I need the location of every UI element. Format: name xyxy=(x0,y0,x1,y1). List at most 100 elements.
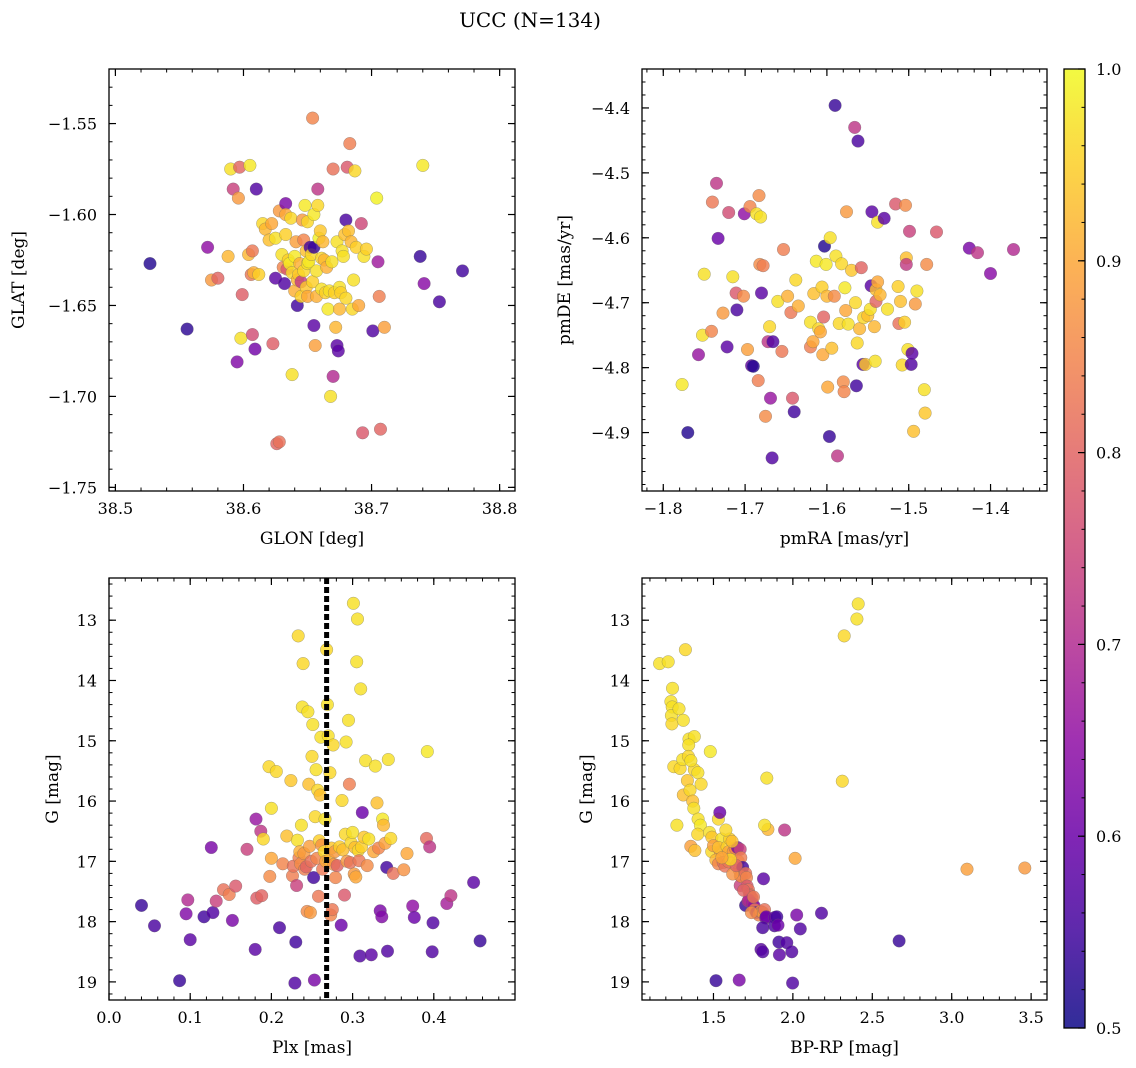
scatter-point xyxy=(326,369,340,383)
scatter-point xyxy=(756,945,770,959)
scatter-point xyxy=(835,774,849,788)
scatter-point xyxy=(752,189,766,203)
scatter-point xyxy=(865,205,879,219)
scatter-point xyxy=(311,182,325,196)
scatter-point xyxy=(854,261,868,275)
scatter-point xyxy=(245,328,259,342)
scatter-point xyxy=(813,325,827,339)
scatter-point xyxy=(277,277,292,291)
scatter-point xyxy=(329,320,343,334)
scatter-point xyxy=(898,198,913,212)
scatter-point xyxy=(321,302,335,316)
scatter-point xyxy=(368,759,382,773)
scatter-point xyxy=(180,322,194,336)
scatter-point xyxy=(763,391,778,405)
scatter-point xyxy=(296,657,310,671)
scatter-point xyxy=(306,111,320,125)
scatter-point xyxy=(825,341,839,355)
scatter-point xyxy=(907,424,921,438)
x-tick-label: 0.0 xyxy=(96,1008,121,1027)
scatter-point xyxy=(817,310,831,324)
y-tick-label: −1.60 xyxy=(48,206,97,225)
scatter-point xyxy=(736,289,751,303)
scatter-point xyxy=(423,840,437,854)
scatter-point xyxy=(726,270,740,284)
x-tick-label: 38.6 xyxy=(226,499,262,518)
scatter-point xyxy=(355,805,369,820)
y-tick-label: 18 xyxy=(77,913,97,932)
scatter-point xyxy=(691,348,706,362)
x-tick-label: 38.7 xyxy=(354,499,390,518)
scatter-point xyxy=(709,974,723,988)
scatter-point xyxy=(335,793,349,808)
x-tick-label: 38.5 xyxy=(98,499,134,518)
scatter-point xyxy=(703,745,717,759)
scatter-point xyxy=(306,717,320,732)
scatter-point xyxy=(371,255,385,269)
scatter-point xyxy=(704,324,719,338)
scatter-point xyxy=(960,862,974,876)
scatter-point xyxy=(683,783,697,797)
scatter-point xyxy=(871,275,885,289)
x-axis-label: GLON [deg] xyxy=(260,529,364,549)
scatter-point xyxy=(243,158,257,172)
y-axis-label: G [mag] xyxy=(577,754,597,823)
scatter-point xyxy=(904,357,918,371)
scatter-point xyxy=(311,198,325,212)
scatter-point xyxy=(221,249,235,263)
scatter-point xyxy=(867,320,881,334)
y-tick-label: 14 xyxy=(610,671,630,690)
scatter-point xyxy=(328,871,343,885)
y-tick-label: 14 xyxy=(77,671,97,690)
scatter-point xyxy=(291,629,305,643)
scatter-point xyxy=(272,921,287,935)
x-tick-label: 3.0 xyxy=(939,1008,964,1027)
scatter-point xyxy=(406,899,420,913)
y-tick-label: 15 xyxy=(610,732,630,751)
y-axis-label: pmDE [mas/yr] xyxy=(555,215,575,345)
y-tick-label: −4.7 xyxy=(591,294,630,313)
colorbar-tick-label: 0.7 xyxy=(1096,635,1121,654)
scatter-point xyxy=(781,289,795,303)
scatter-point xyxy=(173,974,187,988)
y-tick-label: −4.6 xyxy=(591,229,630,248)
x-axis-label: pmRA [mas/yr] xyxy=(780,529,909,549)
scatter-point xyxy=(793,922,807,936)
scatter-point xyxy=(301,705,315,719)
scatter-point xyxy=(407,910,421,924)
scatter-point xyxy=(744,906,758,920)
scatter-point xyxy=(284,774,298,788)
scatter-point xyxy=(746,359,760,373)
scatter-point xyxy=(252,267,266,282)
scatter-point xyxy=(426,916,440,930)
scatter-point xyxy=(347,273,361,287)
scatter-point xyxy=(143,257,157,271)
scatter-point xyxy=(711,231,725,245)
scatter-point xyxy=(245,244,259,258)
y-tick-label: −1.75 xyxy=(48,478,97,497)
x-tick-label: −1.7 xyxy=(726,499,765,518)
scatter-point xyxy=(350,655,364,669)
scatter-point xyxy=(675,377,689,392)
y-tick-label: 17 xyxy=(77,852,97,871)
scatter-point xyxy=(902,224,917,238)
scatter-point xyxy=(691,827,705,841)
scatter-point xyxy=(377,320,391,334)
y-tick-label: 18 xyxy=(610,913,630,932)
scatter-point xyxy=(325,255,339,269)
scatter-point xyxy=(898,315,912,329)
y-tick-label: 13 xyxy=(77,611,97,630)
scatter-point xyxy=(334,918,348,932)
scatter-point xyxy=(786,976,800,990)
scatter-point xyxy=(362,832,376,846)
scatter-point xyxy=(670,818,684,832)
scatter-points xyxy=(653,597,1032,990)
scatter-point xyxy=(754,286,769,300)
scatter-point xyxy=(324,389,338,403)
scatter-point xyxy=(758,409,773,423)
scatter-point xyxy=(850,336,864,350)
scatter-point xyxy=(249,182,263,196)
scatter-point xyxy=(384,831,398,845)
scatter-point xyxy=(230,355,244,369)
scatter-point xyxy=(821,380,835,394)
